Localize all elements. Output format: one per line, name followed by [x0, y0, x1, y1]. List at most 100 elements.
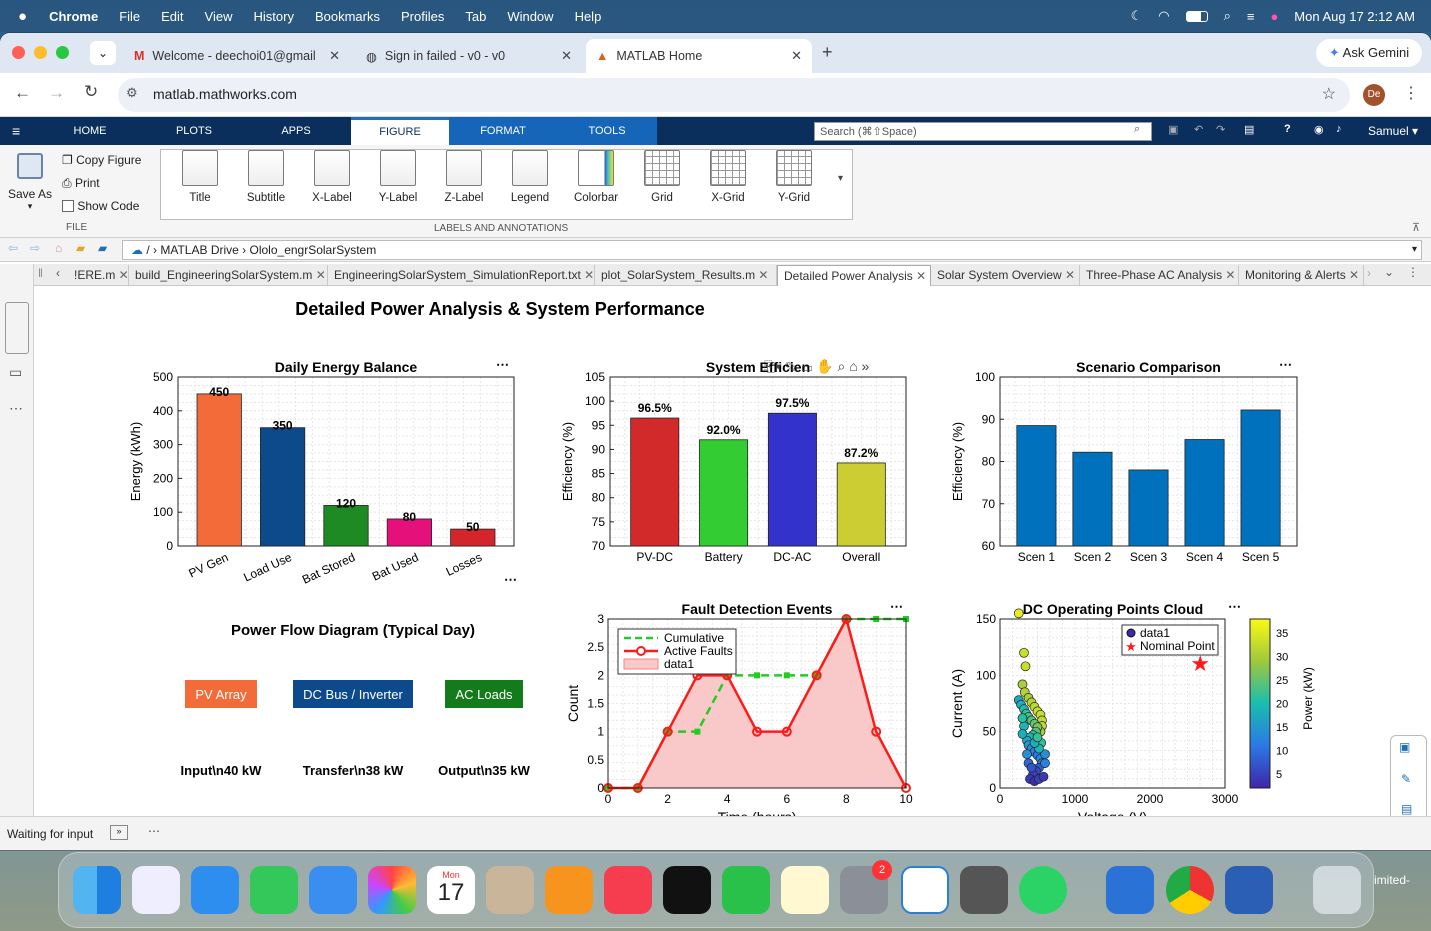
close-tab-icon[interactable]: ✕	[115, 268, 129, 282]
tab-v0[interactable]: ◍ Sign in failed - v0 - v0 ✕	[356, 39, 582, 73]
copy-figure-button[interactable]: ❐ Copy Figure	[62, 153, 141, 167]
close-tab-icon[interactable]: ✕	[912, 269, 927, 283]
moon-icon[interactable]: ☾	[1130, 8, 1143, 23]
redo-icon[interactable]: ↷	[1216, 124, 1226, 136]
launchpad-icon[interactable]	[132, 866, 180, 914]
wifi-icon[interactable]: ◠	[1158, 8, 1170, 23]
tab-options-icon[interactable]: ⋮	[1407, 265, 1419, 279]
ribbon-z-label-button[interactable]: Z-Label	[434, 150, 494, 218]
messages-icon[interactable]	[250, 866, 298, 914]
tab-gmail[interactable]: M Welcome - deechoi01@gmail ✕	[124, 39, 350, 73]
status-more-icon[interactable]: ⋯	[148, 824, 160, 838]
ask-gemini-button[interactable]: ✦ Ask Gemini	[1316, 39, 1422, 67]
ribbon-grid-button[interactable]: Grid	[632, 150, 692, 218]
photos-icon[interactable]	[368, 866, 416, 914]
word-icon[interactable]	[1225, 866, 1273, 914]
menu-edit[interactable]: Edit	[161, 8, 184, 24]
window-layout-icon[interactable]: ▤	[1244, 124, 1255, 136]
clock[interactable]: Mon Aug 17 2:12 AM	[1294, 8, 1415, 24]
forward-arrow-icon[interactable]: ⇨	[30, 241, 41, 255]
trash-icon[interactable]	[1313, 866, 1361, 914]
system-settings-icon[interactable]: 2	[840, 860, 892, 914]
close-tab-icon[interactable]: ✕	[329, 48, 340, 63]
ribbon-y-label-button[interactable]: Y-Label	[368, 150, 428, 218]
editor-tab[interactable]: Monitoring & Alerts ✕	[1239, 265, 1364, 286]
editor-tab[interactable]: Solar System Overview ✕	[931, 265, 1080, 286]
ribbon-x-label-button[interactable]: X-Label	[302, 150, 362, 218]
close-tab-icon[interactable]: ✕	[755, 268, 769, 282]
app-menu[interactable]: Chrome	[49, 8, 99, 24]
close-tab-icon[interactable]: ✕	[312, 268, 326, 282]
path-segment-project[interactable]: Ololo_engrSolarSystem	[249, 243, 377, 257]
hamburger-icon[interactable]: ≡	[12, 123, 21, 139]
menu-history[interactable]: History	[253, 8, 294, 24]
apple-icon[interactable]: ●	[18, 7, 28, 25]
vscode-icon[interactable]	[901, 866, 949, 914]
undo-icon[interactable]: ↶	[1194, 124, 1204, 136]
menu-profiles[interactable]: Profiles	[400, 8, 445, 24]
battery-icon[interactable]	[1185, 10, 1208, 22]
command-window-icon[interactable]: »	[110, 825, 128, 840]
path-segment-drive[interactable]: MATLAB Drive	[160, 243, 239, 257]
more-panels-icon[interactable]: ⋯	[9, 400, 23, 416]
save-icon[interactable]: ▣	[1168, 124, 1179, 136]
tab-list-icon[interactable]: ⌄	[1384, 265, 1395, 279]
menu-file[interactable]: File	[119, 8, 141, 24]
edit-plot-icon[interactable]: ✎	[1401, 772, 1412, 786]
save-as-button[interactable]: Save As ▾	[6, 153, 54, 212]
editor-tab[interactable]: Three-Phase AC Analysis ✕	[1080, 265, 1239, 286]
close-tab-icon[interactable]: ✕	[1061, 268, 1076, 282]
numbers-icon[interactable]	[722, 866, 770, 914]
mail-icon[interactable]	[309, 866, 357, 914]
browse-folder-icon[interactable]: ▰	[98, 241, 108, 255]
menu-window[interactable]: Window	[507, 8, 554, 24]
chevron-right-icon[interactable]: ›	[1367, 266, 1371, 280]
ribbon-subtitle-button[interactable]: Subtitle	[236, 150, 296, 218]
archive-icon[interactable]: ▭	[9, 364, 23, 380]
back-arrow-icon[interactable]: ⇦	[8, 241, 19, 255]
workspace-panels-icon[interactable]	[5, 302, 29, 354]
bookmark-star-icon[interactable]: ☆	[1321, 86, 1336, 103]
close-window-button[interactable]	[12, 46, 25, 59]
spotlight-icon[interactable]: ⌕	[1223, 8, 1231, 23]
bell-icon[interactable]: ♪	[1336, 123, 1342, 135]
ribbon-colorbar-button[interactable]: Colorbar	[566, 150, 626, 218]
menu-bookmarks[interactable]: Bookmarks	[314, 8, 380, 24]
close-tab-icon[interactable]: ✕	[1345, 268, 1360, 282]
tab-tools[interactable]: TOOLS	[557, 117, 657, 145]
control-center-icon[interactable]: ≡	[1246, 8, 1255, 24]
chevron-left-icon[interactable]: ‹	[56, 266, 60, 280]
calendar-icon[interactable]: Mon 17	[427, 866, 475, 914]
gallery-expand-icon[interactable]: ▾	[838, 173, 844, 184]
menu-view[interactable]: View	[204, 8, 233, 24]
ribbon-x-grid-button[interactable]: X-Grid	[698, 150, 758, 218]
axes-toolbar-icons[interactable]: ⎗▾ ✎ ▭ ✋ ⌕ ⌂ »	[764, 358, 870, 374]
user-menu[interactable]: Samuel ▾	[1368, 124, 1419, 138]
ribbon-y-grid-button[interactable]: Y-Grid	[764, 150, 824, 218]
tabs-scroll-left-icon[interactable]: ‖	[38, 266, 43, 280]
show-code-checkbox[interactable]: Show Code	[62, 199, 139, 213]
tab-home[interactable]: HOME	[73, 125, 107, 137]
notes-icon[interactable]	[781, 866, 829, 914]
tab-matlab[interactable]: ▲ MATLAB Home ✕	[586, 39, 812, 73]
tab-figure[interactable]: FIGURE	[351, 117, 449, 145]
search-icon[interactable]: ⌕	[1134, 123, 1141, 135]
collapse-ribbon-icon[interactable]: ⊼	[1412, 222, 1421, 234]
contacts-icon[interactable]	[486, 866, 534, 914]
tab-format[interactable]: FORMAT	[449, 117, 557, 145]
url-text[interactable]: matlab.mathworks.com	[153, 86, 297, 102]
new-tab-button[interactable]: +	[822, 42, 833, 62]
tv-icon[interactable]	[663, 866, 711, 914]
editor-tab[interactable]: build_EngineeringSolarSystem.m ✕	[129, 265, 328, 286]
maximize-window-button[interactable]	[56, 46, 69, 59]
calculator-icon[interactable]	[960, 866, 1008, 914]
ribbon-legend-button[interactable]: Legend	[500, 150, 560, 218]
help-icon[interactable]: ?	[1284, 123, 1291, 135]
back-icon[interactable]: ←	[14, 83, 31, 102]
ribbon-title-button[interactable]: Title	[170, 150, 230, 218]
finder-icon[interactable]	[73, 866, 121, 914]
close-tab-icon[interactable]: ✕	[1222, 268, 1236, 282]
tab-apps[interactable]: APPS	[281, 125, 311, 137]
folder-icon[interactable]: ▰	[76, 241, 86, 255]
profile-avatar[interactable]: De	[1363, 84, 1385, 106]
